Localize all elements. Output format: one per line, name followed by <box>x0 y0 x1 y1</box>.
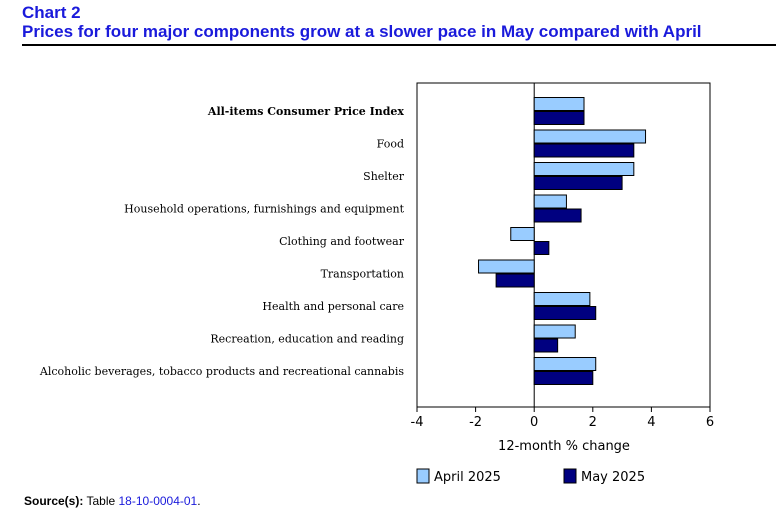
bar-may <box>495 273 535 288</box>
category-label: Transportation <box>321 268 404 281</box>
bars <box>478 97 647 385</box>
category-label: Food <box>377 138 404 151</box>
category-label: Alcoholic beverages, tobacco products an… <box>39 365 404 378</box>
legend-label: May 2025 <box>581 470 645 485</box>
plot-frame <box>416 82 711 408</box>
chart-title: Prices for four major components grow at… <box>22 22 702 41</box>
category-label: Recreation, education and reading <box>210 333 404 346</box>
x-tick-label: 0 <box>530 415 538 430</box>
bar-may <box>533 208 582 223</box>
legend-swatch <box>563 468 577 484</box>
bar-may <box>533 111 585 125</box>
title-divider <box>22 44 776 46</box>
bar-april <box>510 227 535 241</box>
x-tick-label: 2 <box>589 415 597 430</box>
bar-may <box>533 371 594 385</box>
x-axis-title: 12-month % change <box>498 439 630 454</box>
category-label: Household operations, furnishings and eq… <box>124 203 404 216</box>
x-tick-label: 4 <box>647 415 655 430</box>
source-label: Source(s): <box>24 494 84 508</box>
bar-may <box>533 143 635 158</box>
bar-april <box>533 194 567 209</box>
category-label: Clothing and footwear <box>279 235 405 248</box>
bar-may <box>533 241 550 255</box>
x-axis: -4 -2 0 2 4 6 <box>411 407 714 430</box>
source-suffix: . <box>197 494 201 508</box>
bar-april <box>533 162 635 176</box>
x-tick-label: -4 <box>411 415 424 430</box>
bar-april <box>478 259 535 274</box>
source-note: Source(s): Table 18-10-0004-01. <box>24 494 201 508</box>
bar-may <box>533 176 623 190</box>
legend-label: April 2025 <box>434 470 501 485</box>
bar-may <box>533 306 597 320</box>
bar-april <box>533 97 585 111</box>
legend-swatch <box>416 468 430 484</box>
source-prefix: Table <box>86 494 116 508</box>
category-label: Health and personal care <box>262 300 404 313</box>
bar-april <box>533 129 647 144</box>
bar-april <box>533 324 576 339</box>
legend: April 2025 May 2025 <box>416 468 645 485</box>
source-table-link[interactable]: 18-10-0004-01 <box>118 494 198 508</box>
category-label: Shelter <box>363 170 405 183</box>
x-tick-label: -2 <box>469 415 482 430</box>
chart-number: Chart 2 <box>22 3 81 22</box>
bar-april <box>533 292 591 306</box>
bar-april <box>533 357 597 371</box>
x-tick-label: 6 <box>706 415 714 430</box>
bar-chart: All-items Consumer Price Index Food Shelte… <box>39 82 714 485</box>
category-labels: All-items Consumer Price Index Food Shelte… <box>39 105 405 378</box>
category-label: All-items Consumer Price Index <box>207 105 405 118</box>
bar-may <box>533 338 559 353</box>
